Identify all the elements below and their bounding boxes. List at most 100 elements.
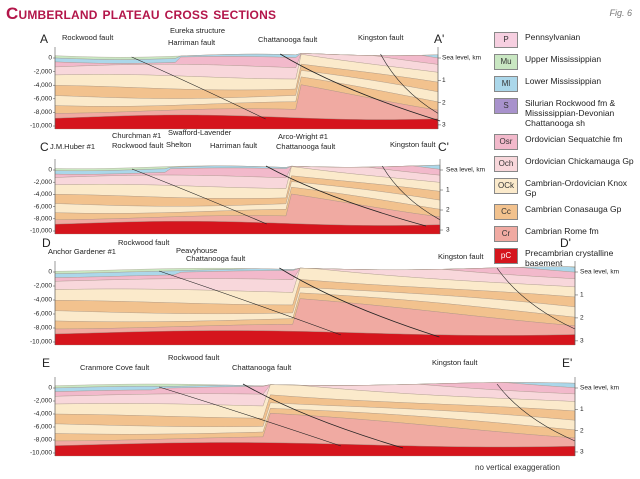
section-start: A <box>40 32 48 46</box>
depth-tick-label: -4,000 <box>34 297 53 304</box>
depth-tick-label: -10,000 <box>30 228 52 235</box>
legend-item: P Pennsylvanian <box>494 32 638 48</box>
legend-swatch: S <box>494 98 518 114</box>
structure-label: Anchor Gardener #1 <box>48 247 116 256</box>
km-tick-label: 1 <box>442 77 446 84</box>
structure-label: Chattanooga fault <box>232 363 292 372</box>
km-tick-label: 3 <box>580 449 584 456</box>
legend-label: Cambrian Rome fm <box>525 226 599 236</box>
legend-item: Cr Cambrian Rome fm <box>494 226 638 242</box>
legend-swatch: Mu <box>494 54 518 70</box>
legend-item: pC Precambrian crystalline basement <box>494 248 638 268</box>
structure-label: Chattanooga fault <box>186 254 246 263</box>
legend: P Pennsylvanian Mu Upper Mississippian Ml Low… <box>494 32 638 274</box>
structure-label: Eureka structure <box>170 26 225 35</box>
depth-tick-label: 0 <box>48 167 52 174</box>
structure-label: Cranmore Cove fault <box>80 363 150 372</box>
fault-line <box>381 165 441 221</box>
structure-label: J.M.Huber #1 <box>50 142 95 151</box>
legend-item: S Silurian Rockwood fm & Mississippian-De… <box>494 98 638 128</box>
legend-label: Precambrian crystalline basement <box>525 248 614 268</box>
legend-swatch: Cc <box>494 204 518 220</box>
km-tick-label: 2 <box>580 427 584 434</box>
legend-label: Upper Mississippian <box>525 54 602 64</box>
km-tick-label: 1 <box>580 292 584 299</box>
km-tick-label: Sea level, km <box>442 55 481 62</box>
legend-label: Silurian Rockwood fm & Mississippian-Dev… <box>525 98 616 128</box>
legend-swatch: OCk <box>494 178 518 194</box>
depth-tick-label: -10,000 <box>30 339 52 346</box>
fault-line <box>131 56 266 120</box>
structure-label: Chattanooga fault <box>258 35 318 44</box>
depth-tick-label: 0 <box>48 55 52 62</box>
depth-tick-label: -6,000 <box>34 203 53 210</box>
depth-tick-label: -4,000 <box>34 411 53 418</box>
depth-tick-label: -4,000 <box>34 82 53 89</box>
structure-label: Rockwood fault <box>112 141 164 150</box>
fault-line <box>380 53 439 114</box>
depth-tick-label: -6,000 <box>34 424 53 431</box>
legend-swatch: pC <box>494 248 518 264</box>
km-tick-label: Sea level, km <box>580 269 619 276</box>
structure-label: Shelton <box>166 140 191 149</box>
depth-tick-label: -2,000 <box>34 179 53 186</box>
structure-label: Harriman fault <box>168 38 216 47</box>
section-end: D' <box>560 236 571 250</box>
structure-label: Kingston fault <box>358 33 404 42</box>
structure-label: Churchman #1 <box>112 131 161 140</box>
legend-item: Ml Lower Mississippian <box>494 76 638 92</box>
section-start: E <box>42 356 50 370</box>
section-end: C' <box>438 140 449 154</box>
structure-label: Kingston fault <box>390 140 436 149</box>
legend-label: Cambrian Conasauga Gp <box>525 204 622 214</box>
legend-item: Cc Cambrian Conasauga Gp <box>494 204 638 220</box>
section-end: E' <box>562 356 572 370</box>
structure-label: Rockwood fault <box>168 353 220 362</box>
structure-label: Chattanooga fault <box>276 142 336 151</box>
depth-tick-label: -4,000 <box>34 191 53 198</box>
km-tick-label: 2 <box>442 99 446 106</box>
legend-item: Och Ordovician Chickamauga Gp <box>494 156 638 172</box>
title: Cumberland plateau cross sections <box>6 4 277 23</box>
fault-line <box>131 168 267 225</box>
legend-item: Osr Ordovician Sequatchie fm <box>494 134 638 150</box>
km-tick-label: 2 <box>580 315 584 322</box>
structure-label: Rockwood fault <box>118 238 170 247</box>
depth-tick-label: -2,000 <box>34 68 53 75</box>
fault-line <box>158 270 342 336</box>
section-start: C <box>40 140 49 154</box>
km-tick-label: 3 <box>580 338 584 345</box>
fault-line <box>279 267 440 338</box>
legend-swatch: Cr <box>494 226 518 242</box>
legend-swatch: P <box>494 32 518 48</box>
fault-line <box>158 386 342 447</box>
legend-label: Cambrian-Ordovician Knox Gp <box>525 178 628 198</box>
depth-tick-label: -8,000 <box>34 437 53 444</box>
depth-tick-label: -2,000 <box>34 283 53 290</box>
structure-label: Arco-Wright #1 <box>278 132 328 141</box>
km-tick-label: Sea level, km <box>580 385 619 392</box>
km-tick-label: 3 <box>446 227 450 234</box>
km-tick-label: 1 <box>446 187 450 194</box>
depth-tick-label: -10,000 <box>30 450 52 457</box>
depth-tick-label: 0 <box>48 269 52 276</box>
figure-number: Fig. 6 <box>609 8 632 18</box>
depth-tick-label: -8,000 <box>34 109 53 116</box>
fault-line <box>496 267 576 330</box>
legend-swatch: Och <box>494 156 518 172</box>
section-start: D <box>42 236 51 250</box>
legend-swatch: Ml <box>494 76 518 92</box>
km-tick-label: 1 <box>580 406 584 413</box>
km-tick-label: Sea level, km <box>446 167 485 174</box>
fault-line <box>242 383 404 449</box>
fault-line <box>279 53 441 122</box>
fault-line <box>265 165 427 227</box>
structure-label: Kingston fault <box>438 252 484 261</box>
legend-label: Pennsylvanian <box>525 32 581 42</box>
depth-tick-label: -2,000 <box>34 398 53 405</box>
legend-label: Ordovician Chickamauga Gp <box>525 156 634 166</box>
legend-label: Lower Mississippian <box>525 76 602 86</box>
depth-tick-label: -6,000 <box>34 311 53 318</box>
structure-label: Harriman fault <box>210 141 258 150</box>
